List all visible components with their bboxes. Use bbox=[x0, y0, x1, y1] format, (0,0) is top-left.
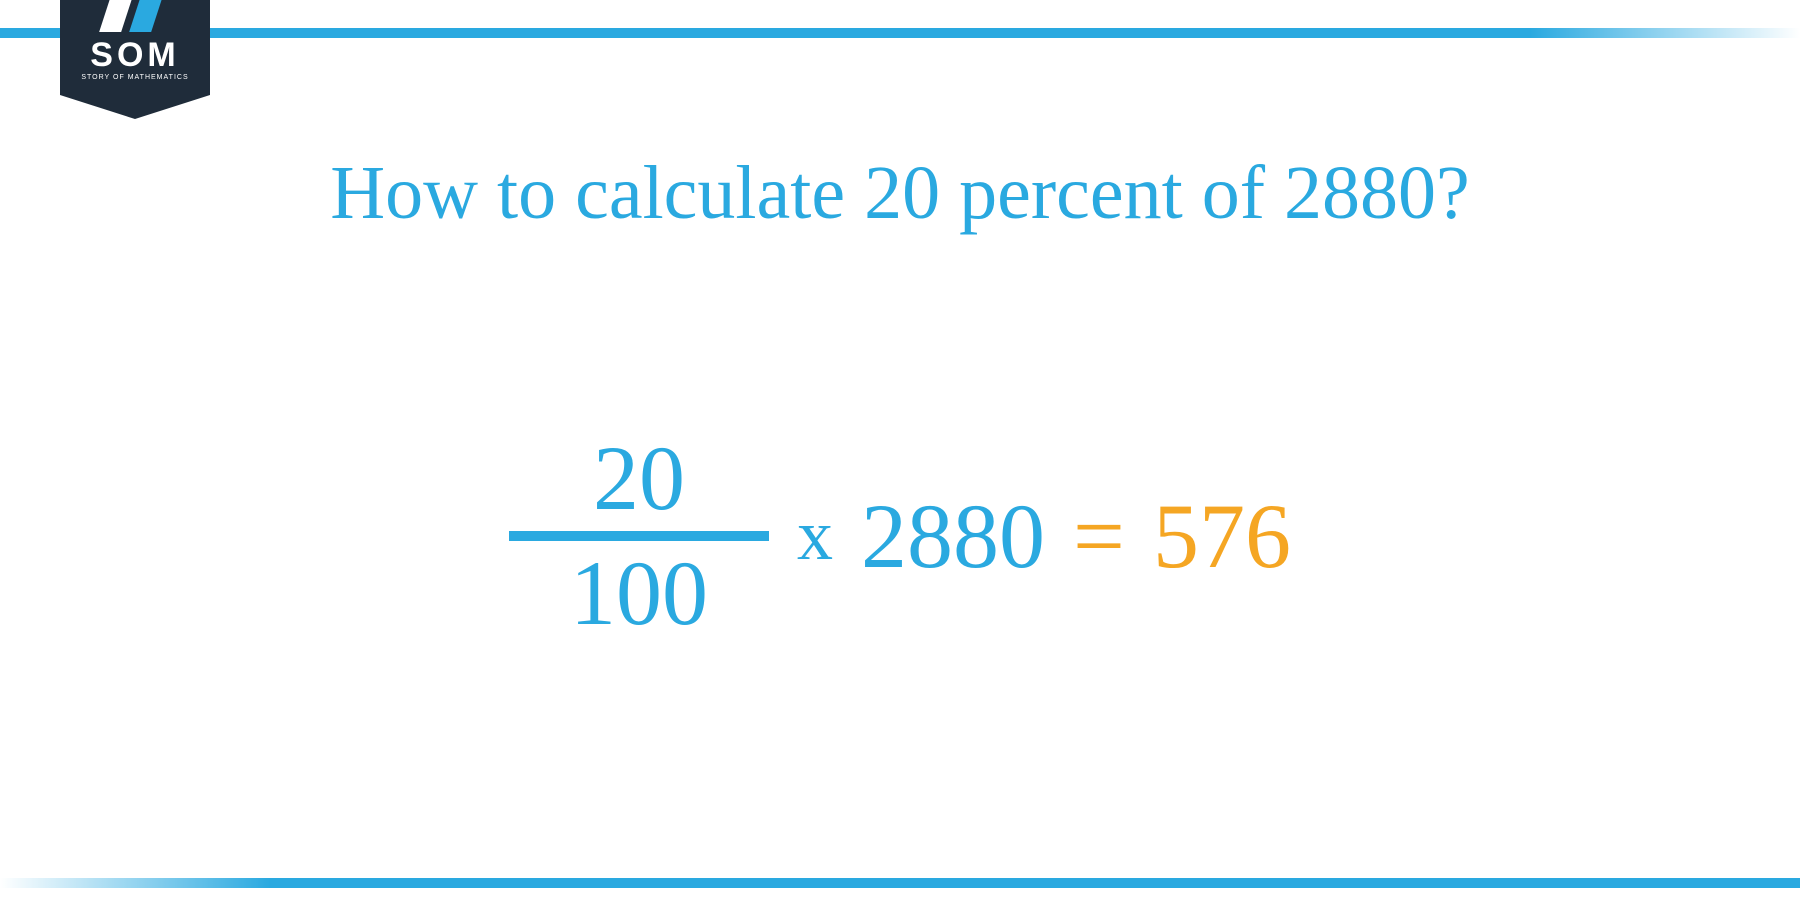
multiplicand: 2880 bbox=[861, 483, 1045, 589]
fraction: 20 100 bbox=[509, 430, 769, 641]
top-accent-bar bbox=[0, 28, 1800, 38]
page-title: How to calculate 20 percent of 2880? bbox=[0, 150, 1800, 237]
logo-badge: SOM STORY OF MATHEMATICS bbox=[60, 0, 210, 95]
equals-symbol: = bbox=[1073, 483, 1125, 589]
multiply-symbol: x bbox=[797, 494, 833, 577]
fraction-bar bbox=[509, 531, 769, 541]
bottom-accent-bar bbox=[0, 878, 1800, 888]
result-value: 576 bbox=[1153, 483, 1291, 589]
logo-text: SOM bbox=[90, 38, 179, 72]
logo-mark-icon bbox=[105, 0, 165, 32]
fraction-numerator: 20 bbox=[583, 430, 695, 531]
logo-tagline: STORY OF MATHEMATICS bbox=[81, 74, 188, 81]
fraction-denominator: 100 bbox=[560, 541, 718, 642]
equation: 20 100 x 2880 = 576 bbox=[0, 430, 1800, 641]
